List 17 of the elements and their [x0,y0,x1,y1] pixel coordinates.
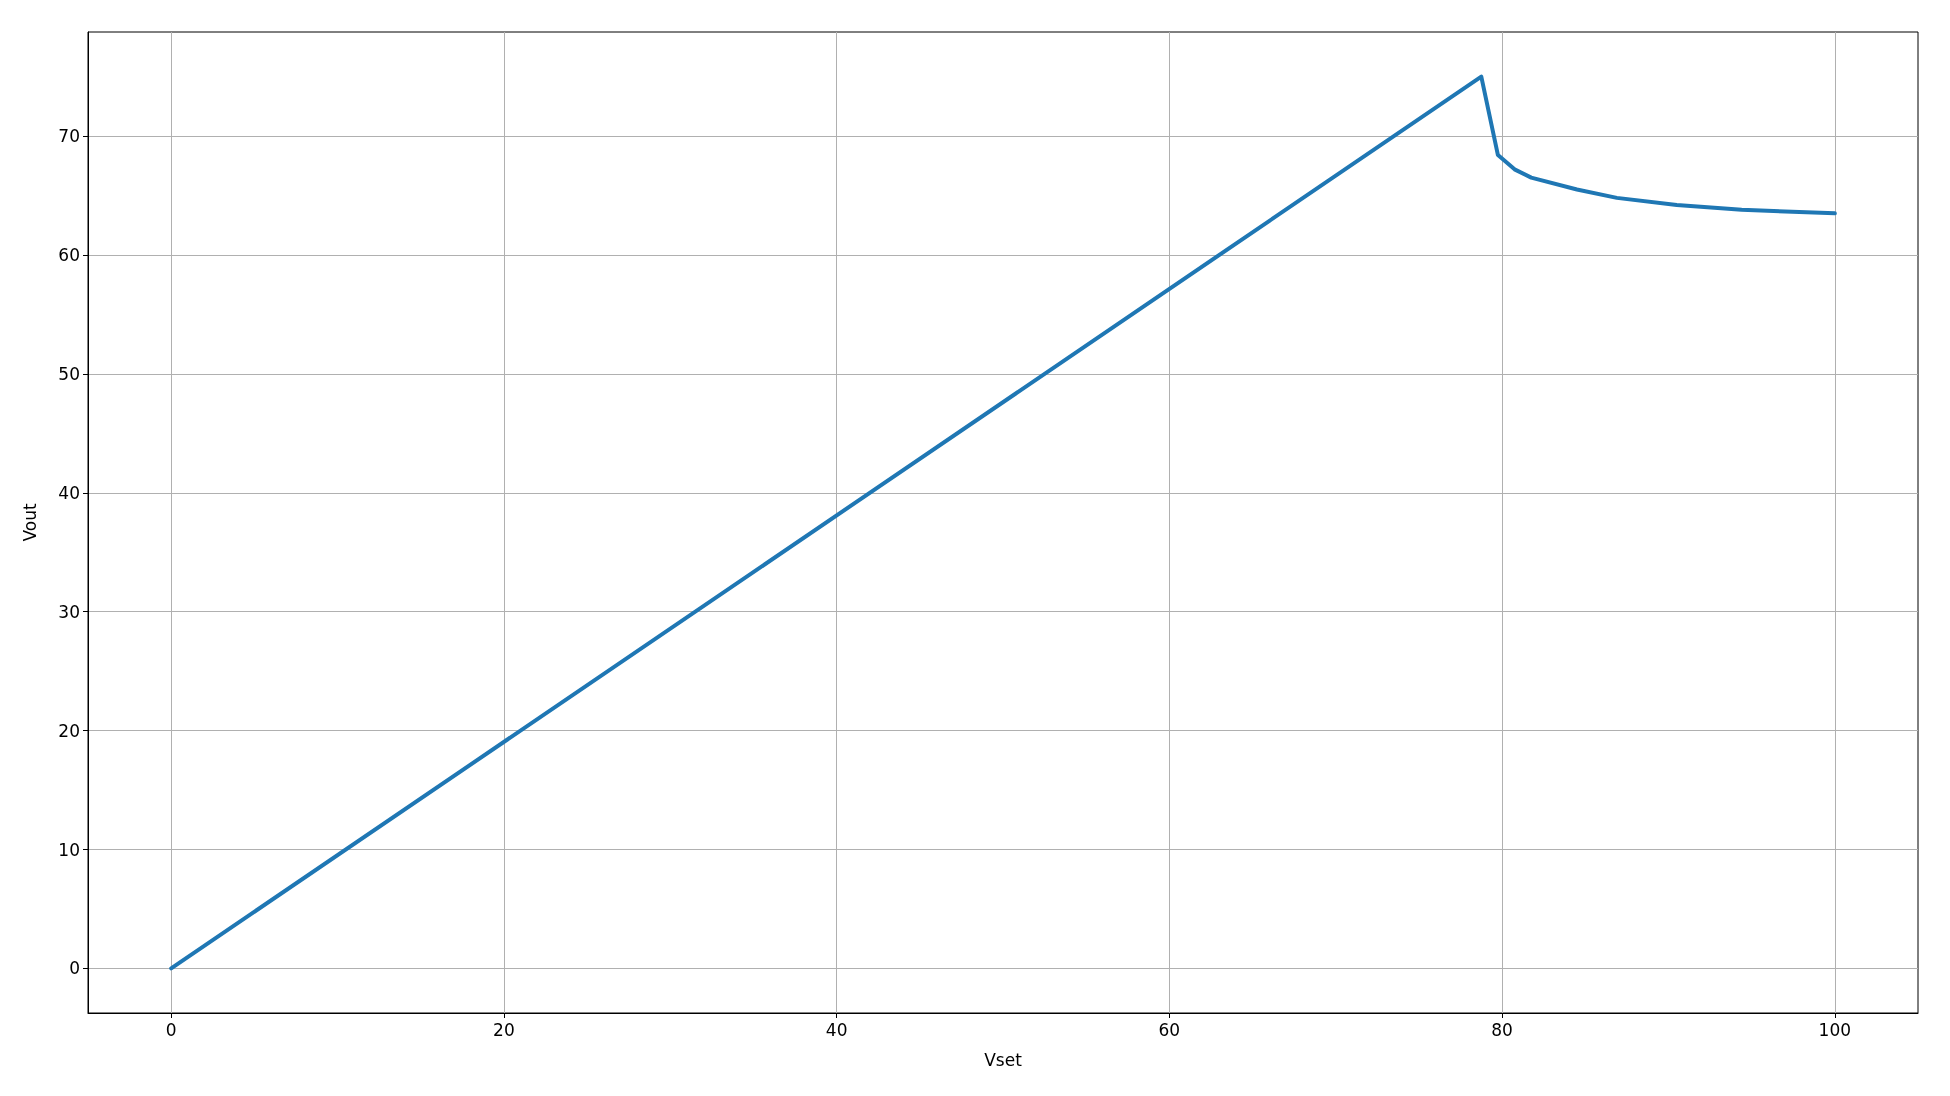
y-tick-label: 50 [58,363,80,384]
x-tick-label: 0 [165,1019,177,1040]
y-tick-label: 40 [58,482,80,503]
y-tick-label: 20 [58,720,80,741]
y-tick-label: 10 [58,839,80,860]
x-tick-label: 60 [1158,1019,1181,1040]
y-axis-title: Vout [19,503,40,542]
y-tick-label: 30 [58,601,80,622]
x-tick-label: 100 [1818,1019,1852,1040]
y-tick-label: 70 [58,126,80,147]
x-axis-title: Vset [984,1049,1023,1070]
x-tick-label: 40 [825,1019,848,1040]
x-tick-label: 80 [1491,1019,1513,1040]
y-tick-label: 60 [58,244,80,265]
x-tick-label: 20 [493,1019,515,1040]
y-tick-label: 0 [69,958,80,979]
line-series [169,74,1837,971]
